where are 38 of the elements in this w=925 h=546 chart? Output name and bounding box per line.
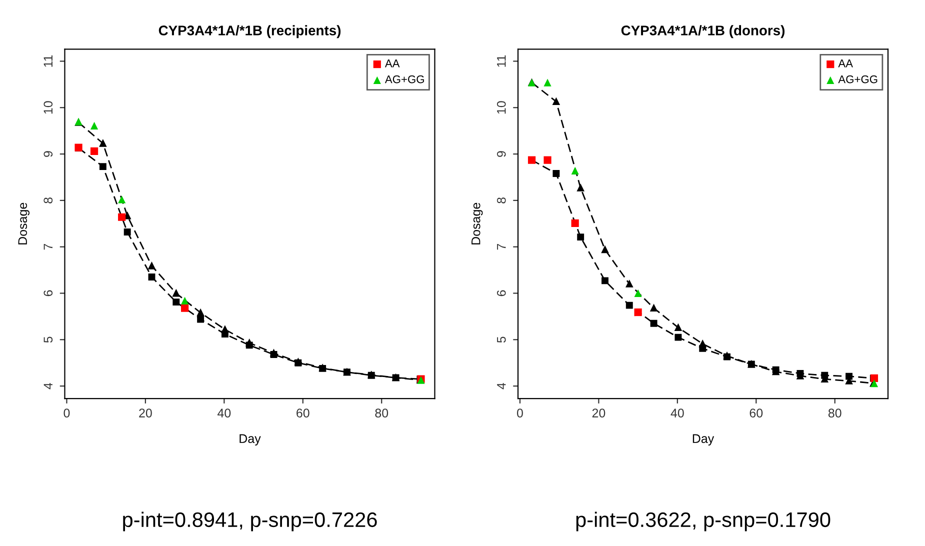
y-tick-label: 6 [496, 290, 506, 296]
x-tick-label: 60 [750, 408, 763, 418]
x-tick-label: 20 [592, 408, 606, 418]
y-tick-label: 8 [496, 197, 506, 204]
chart-title: CYP3A4*1A/*1B (recipients) [158, 25, 341, 38]
x-tick-label: 60 [296, 408, 310, 418]
x-tick-label: 40 [218, 408, 231, 418]
legend-label: AA [384, 60, 400, 68]
y-axis-title: Dosage [472, 202, 483, 244]
y-tick-label: 11 [44, 55, 52, 67]
x-tick-label: 80 [828, 408, 842, 418]
y-tick-label: 9 [44, 151, 53, 157]
x-tick-label: 0 [64, 408, 70, 418]
x-tick-label: 80 [375, 408, 388, 418]
y-tick-label: 5 [497, 336, 506, 343]
legend-label: AG+GG [838, 75, 878, 84]
x-tick-label: 0 [516, 408, 523, 418]
x-tick-label: 20 [139, 408, 152, 418]
x-axis-title: Day [692, 434, 714, 446]
legend-label: AG+GG [384, 75, 424, 84]
y-tick-label: 4 [44, 382, 52, 390]
text: p-int=0.8941, p-snp=0.7226 [123, 512, 377, 532]
y-tick-label: 6 [44, 290, 53, 296]
y-axis-title: Dosage [18, 202, 30, 244]
y-tick-label: 8 [44, 197, 53, 204]
legend-label: AA [838, 60, 853, 68]
chart-title: CYP3A4*1A/*1B (donors) [621, 25, 785, 38]
y-tick-label: 7 [44, 244, 52, 250]
x-tick-label: 40 [670, 408, 684, 418]
y-tick-label: 7 [497, 244, 506, 250]
text: p-int=0.3622, p-snp=0.1790 [576, 512, 830, 532]
x-axis-title: Day [240, 434, 261, 446]
y-tick-label: 10 [44, 101, 53, 114]
y-tick-label: 5 [44, 336, 53, 343]
y-tick-label: 10 [496, 101, 506, 114]
y-tick-label: 11 [497, 55, 506, 67]
y-tick-label: 9 [496, 151, 506, 157]
y-tick-label: 4 [497, 382, 506, 390]
